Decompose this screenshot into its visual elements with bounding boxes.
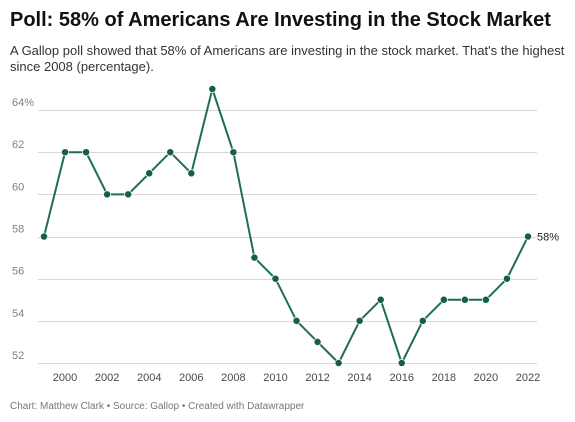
x-tick-label: 2014 bbox=[347, 372, 371, 384]
data-point bbox=[524, 232, 532, 241]
data-point bbox=[376, 295, 385, 304]
x-tick-label: 2022 bbox=[516, 372, 540, 384]
data-point bbox=[229, 148, 238, 157]
grid-lines bbox=[38, 110, 537, 364]
data-point bbox=[418, 316, 427, 325]
data-point bbox=[334, 359, 343, 367]
data-points bbox=[40, 85, 532, 367]
x-tick-label: 2020 bbox=[474, 372, 498, 384]
data-point bbox=[61, 148, 69, 157]
y-tick-label: 58 bbox=[12, 224, 24, 236]
x-tick-label: 2016 bbox=[389, 372, 413, 384]
data-point bbox=[271, 274, 280, 283]
data-point bbox=[40, 232, 48, 241]
data-point bbox=[250, 253, 259, 262]
x-tick-label: 2000 bbox=[53, 372, 77, 384]
data-point bbox=[103, 190, 112, 199]
y-tick-label: 60 bbox=[12, 181, 24, 193]
y-tick-label: 52 bbox=[12, 350, 24, 362]
x-tick-label: 2012 bbox=[305, 372, 329, 384]
y-tick-label: 54 bbox=[12, 308, 24, 320]
data-point bbox=[82, 148, 91, 157]
data-point bbox=[187, 169, 196, 178]
data-point bbox=[166, 148, 175, 157]
data-point bbox=[481, 295, 490, 304]
x-tick-label: 2008 bbox=[221, 372, 245, 384]
y-tick-label: 62 bbox=[12, 139, 24, 151]
data-labels: 58% bbox=[537, 232, 559, 244]
chart-credit: Chart: Matthew Clark • Source: Gallop • … bbox=[10, 401, 305, 412]
data-point bbox=[397, 359, 406, 367]
chart-subtitle: A Gallop poll showed that 58% of America… bbox=[10, 43, 565, 74]
x-tick-label: 2002 bbox=[95, 372, 119, 384]
x-tick-label: 2004 bbox=[137, 372, 161, 384]
data-point bbox=[503, 274, 511, 283]
data-point bbox=[208, 85, 217, 93]
data-point bbox=[460, 295, 469, 304]
y-tick-label: 56 bbox=[12, 266, 24, 278]
data-point bbox=[355, 316, 364, 325]
y-axis-labels: 52 54 56 58 60 62 64% bbox=[12, 97, 34, 362]
chart-title: Poll: 58% of Americans Are Investing in … bbox=[10, 9, 551, 31]
data-point bbox=[439, 295, 448, 304]
x-axis-labels: 2000 2002 2004 2006 2008 2010 2012 2014 2016 2018… bbox=[53, 372, 540, 384]
data-label: 58% bbox=[537, 232, 559, 244]
data-point bbox=[313, 337, 322, 346]
x-tick-label: 2018 bbox=[432, 372, 456, 384]
x-tick-label: 2010 bbox=[263, 372, 287, 384]
data-point bbox=[124, 190, 133, 199]
y-tick-label: 64% bbox=[12, 97, 34, 109]
data-point bbox=[292, 316, 301, 325]
data-point bbox=[145, 169, 154, 178]
x-tick-label: 2006 bbox=[179, 372, 203, 384]
